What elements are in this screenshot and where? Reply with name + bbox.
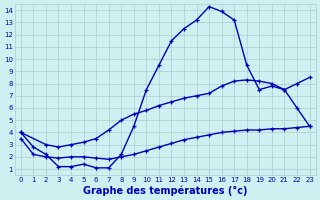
X-axis label: Graphe des températures (°c): Graphe des températures (°c) [83, 185, 247, 196]
